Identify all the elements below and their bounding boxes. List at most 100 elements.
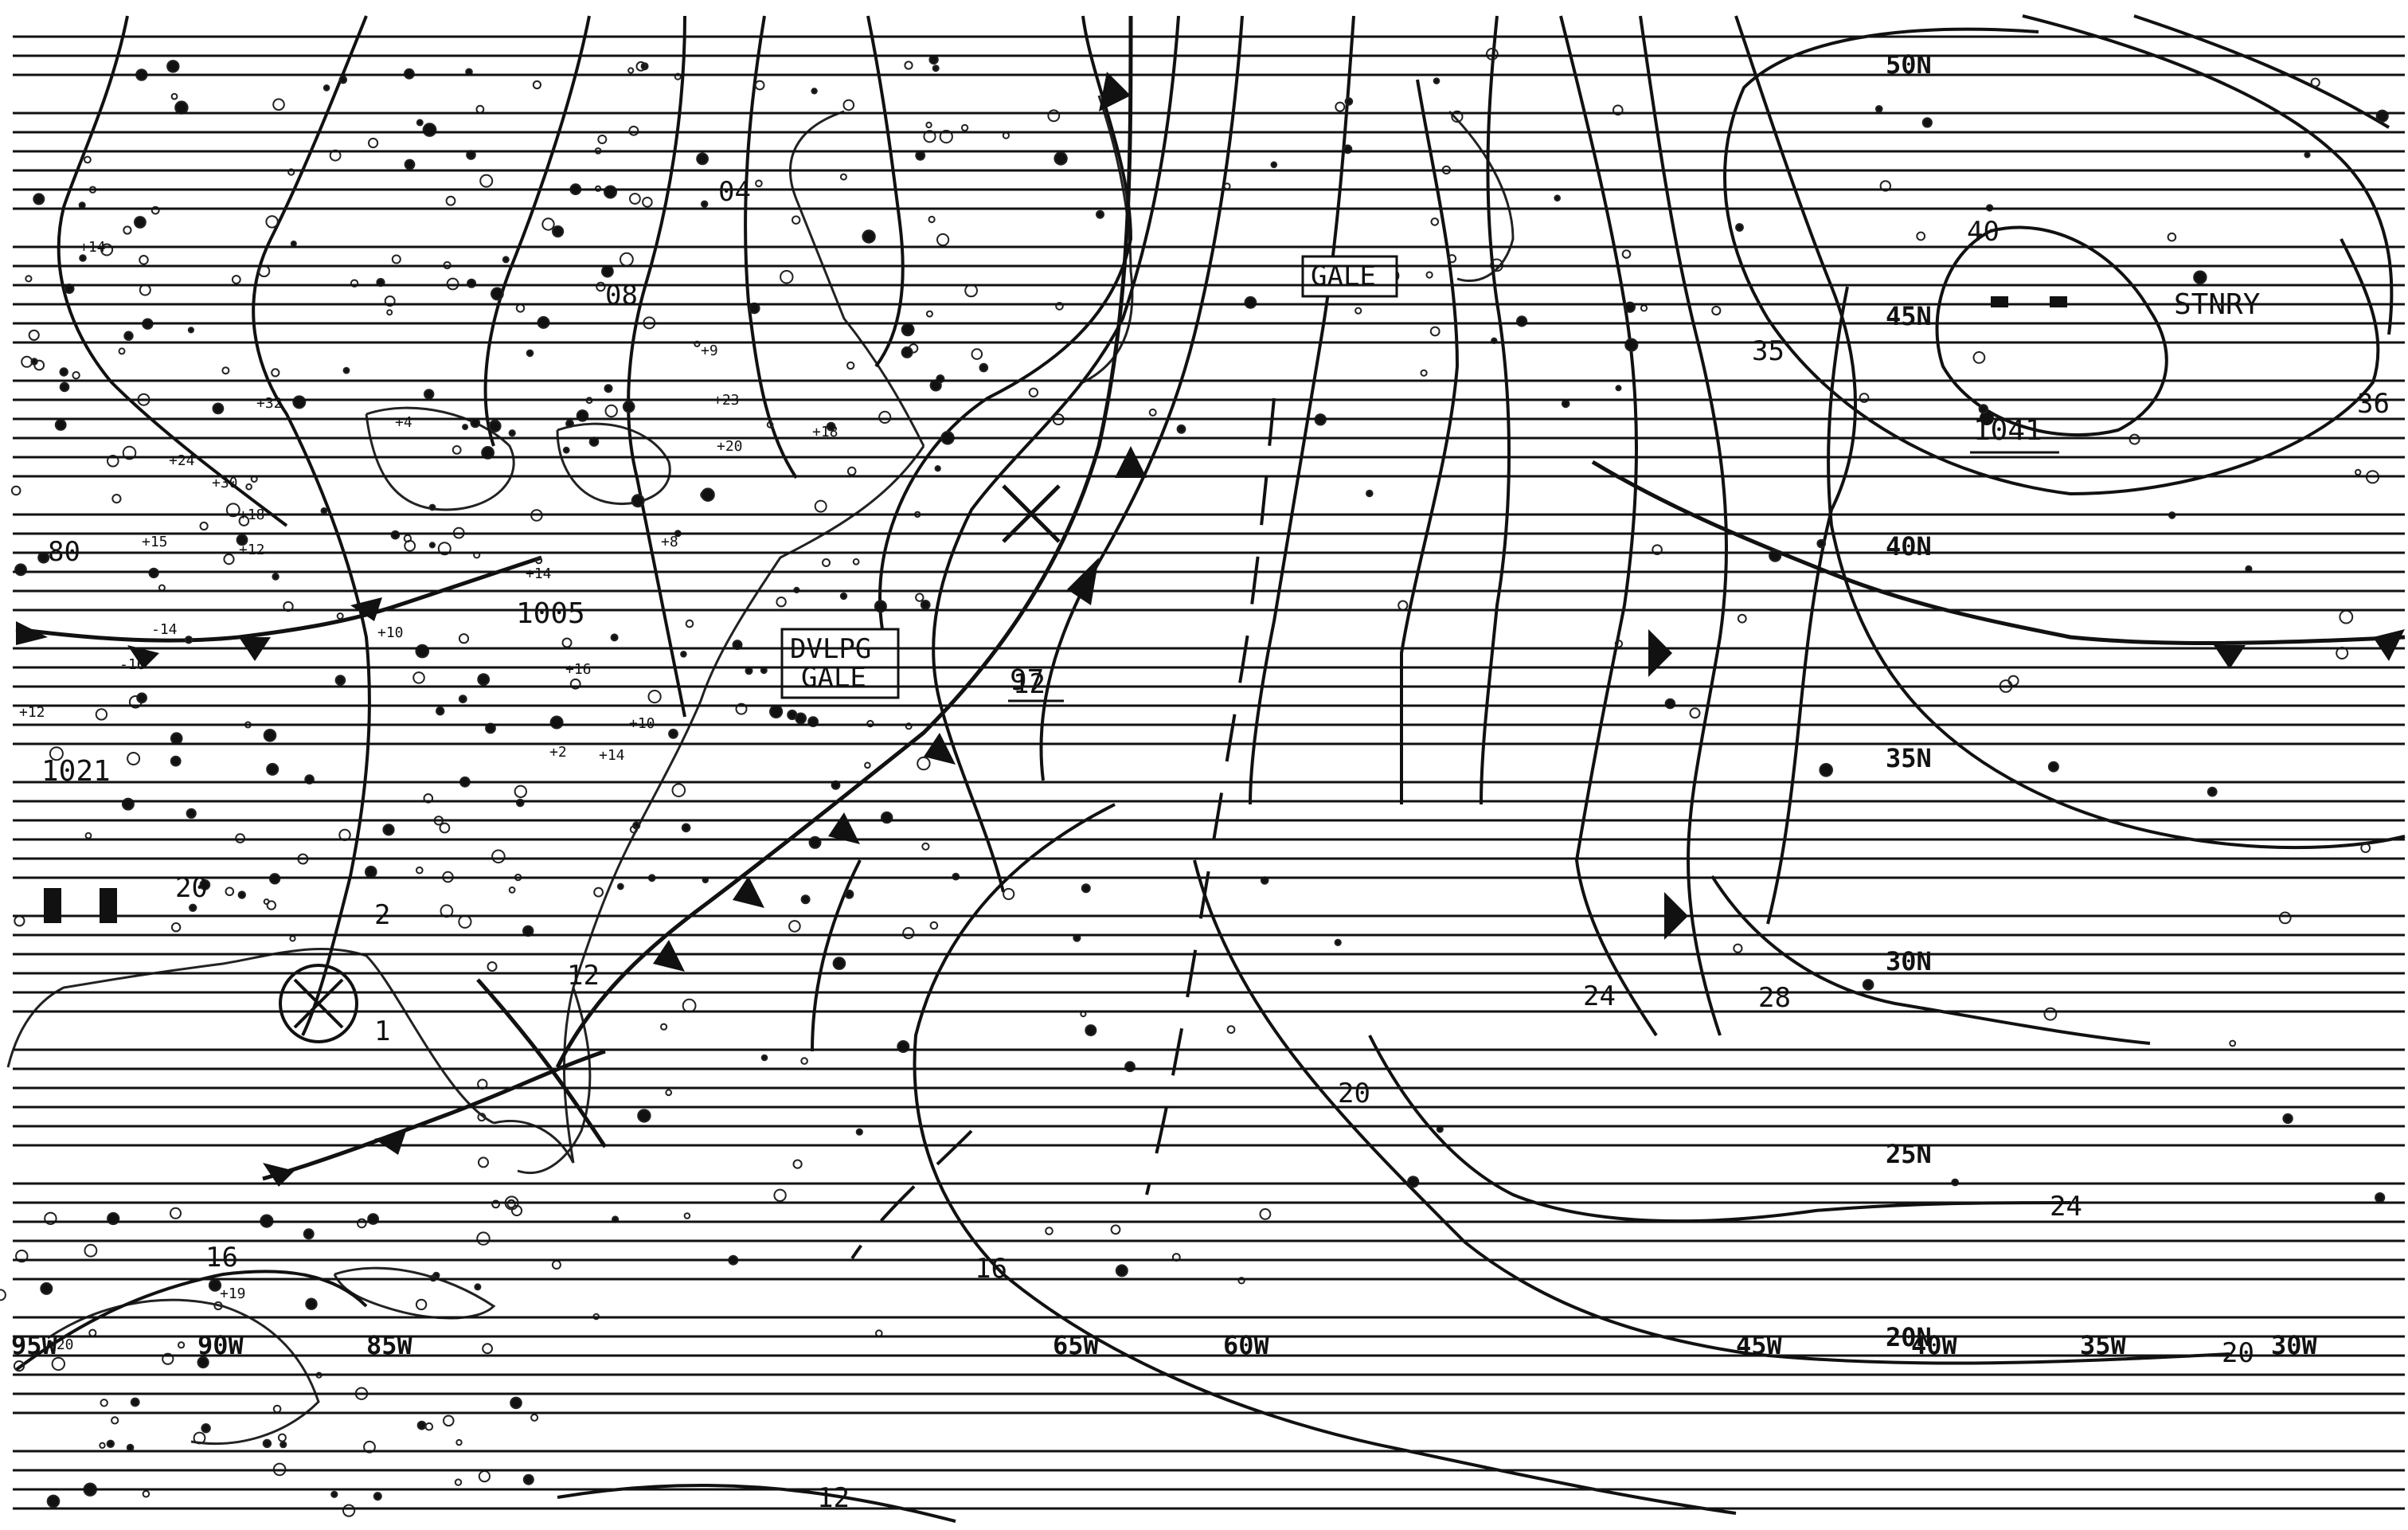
station-plot-dot <box>487 961 498 972</box>
station-plot-dot <box>391 254 401 264</box>
station-plot-dot <box>776 597 787 608</box>
station-plot-dot <box>265 215 279 229</box>
station-plot-dot <box>1425 271 1433 279</box>
station-plot-dot <box>476 1231 491 1246</box>
station-plot-dot <box>1085 1024 1097 1037</box>
station-plot-dot <box>2360 843 2371 853</box>
station-plot-dot <box>800 894 811 905</box>
station-value: +19 <box>220 1285 246 1302</box>
isobar-label-36: 36 <box>2357 388 2390 420</box>
station-plot-dot <box>437 542 452 556</box>
station-plot-dot <box>780 270 794 284</box>
station-plot-dot <box>2047 761 2059 773</box>
station-plot-dot <box>415 644 430 659</box>
station-plot-dot <box>839 173 847 181</box>
station-plot-dot <box>1054 151 1068 166</box>
isobar-40 <box>1935 225 2168 436</box>
station-plot-dot <box>1879 180 1892 192</box>
station-plot-dot <box>424 389 435 400</box>
station-plot-dot <box>1407 1176 1420 1188</box>
station-plot-dot <box>788 920 801 933</box>
station-plot-dot <box>601 264 614 278</box>
station-plot-dot <box>170 1207 182 1219</box>
station-plot-dot <box>1003 887 1015 901</box>
isobar-16 <box>913 803 1737 1515</box>
station-plot-dot <box>84 1243 98 1258</box>
station-plot-dot <box>199 521 209 531</box>
station-plot-dot <box>330 1490 338 1498</box>
newfoundland <box>1448 110 1515 283</box>
station-plot-dot <box>1354 307 1362 315</box>
station-plot-dot <box>681 823 691 833</box>
station-plot-dot <box>2207 786 2218 797</box>
station-plot-dot <box>855 1128 863 1136</box>
station-plot-dot <box>1447 254 1457 264</box>
station-plot-dot <box>455 1438 463 1446</box>
station-plot-dot <box>1561 399 1570 409</box>
station-plot-dot <box>1486 48 1499 61</box>
station-plot-dot <box>458 633 470 644</box>
station-plot-dot <box>290 241 297 247</box>
station-plot-dot <box>186 808 197 819</box>
station-plot-dot <box>842 99 855 112</box>
station-plot-dot <box>844 889 854 899</box>
station-plot-dot <box>127 752 141 765</box>
isobar-label-20-east: 20 <box>2222 1337 2254 1369</box>
station-plot-dot <box>660 1023 668 1031</box>
station-plot-dot <box>622 400 635 413</box>
station-plot-dot <box>960 123 969 132</box>
front-barb <box>263 1163 295 1187</box>
station-plot-dot <box>701 487 715 503</box>
station-plot-dot <box>303 1228 315 1240</box>
station-plot-dot <box>474 1283 482 1291</box>
station-plot-dot <box>1237 1277 1245 1285</box>
station-plot-dot <box>488 419 502 432</box>
station-plot-dot <box>939 130 953 144</box>
station-plot-dot <box>934 465 941 472</box>
station-plot-dot <box>2128 433 2140 445</box>
station-plot-dot <box>1921 117 1933 128</box>
station-plot-dot <box>428 542 436 549</box>
station-plot-dot <box>384 295 396 307</box>
isobar-label-12-coast: 12 <box>567 960 600 992</box>
station-plot-dot <box>263 729 277 742</box>
station-plot-dot <box>201 1423 211 1434</box>
station-plot-dot <box>107 455 119 468</box>
station-plot-dot <box>208 1278 222 1292</box>
station-plot-dot <box>338 75 348 84</box>
station-plot-dot <box>811 88 818 95</box>
station-plot-dot <box>604 185 617 199</box>
isobar-12 <box>811 859 862 1052</box>
station-plot-dot <box>597 135 608 144</box>
stationary-marker <box>1991 296 2008 307</box>
station-plot-dot <box>532 80 542 90</box>
station-plot-dot <box>197 1356 209 1369</box>
station-plot-dot <box>917 756 931 771</box>
station-plot-dot <box>334 675 346 686</box>
station-plot-dot <box>491 1199 500 1209</box>
station-values: +14 +12 +18 +30 +24 +15 +12 +10 +14 +16 … <box>19 239 838 1353</box>
station-plot-dot <box>1110 1224 1121 1235</box>
station-plot-dot <box>1733 943 1743 953</box>
station-plot-dot <box>51 1356 66 1372</box>
isobar-label-20: 20 <box>1338 1078 1370 1109</box>
station-plot-dot <box>59 382 70 393</box>
station-plot-dot <box>923 130 936 143</box>
scan-line-overlay <box>13 35 2405 1510</box>
station-plot-dot <box>920 600 931 610</box>
isobar <box>1249 15 1355 805</box>
station-plot-dot <box>170 755 182 767</box>
station-plot-dot <box>287 168 295 176</box>
station-plot-dot <box>526 349 534 358</box>
station-plot-dot <box>221 366 230 375</box>
station-plot-dot <box>596 281 606 292</box>
station-value: +16 <box>565 661 592 678</box>
station-plot-dot <box>365 865 377 878</box>
isobar <box>1039 15 1244 781</box>
isobar <box>1827 286 2406 850</box>
station-plot-dot <box>508 429 516 437</box>
station-plot-dot <box>280 1441 287 1449</box>
station-plot-dot <box>382 824 395 836</box>
station-plot-dot <box>530 1413 539 1422</box>
station-plot-dot <box>1047 109 1061 123</box>
